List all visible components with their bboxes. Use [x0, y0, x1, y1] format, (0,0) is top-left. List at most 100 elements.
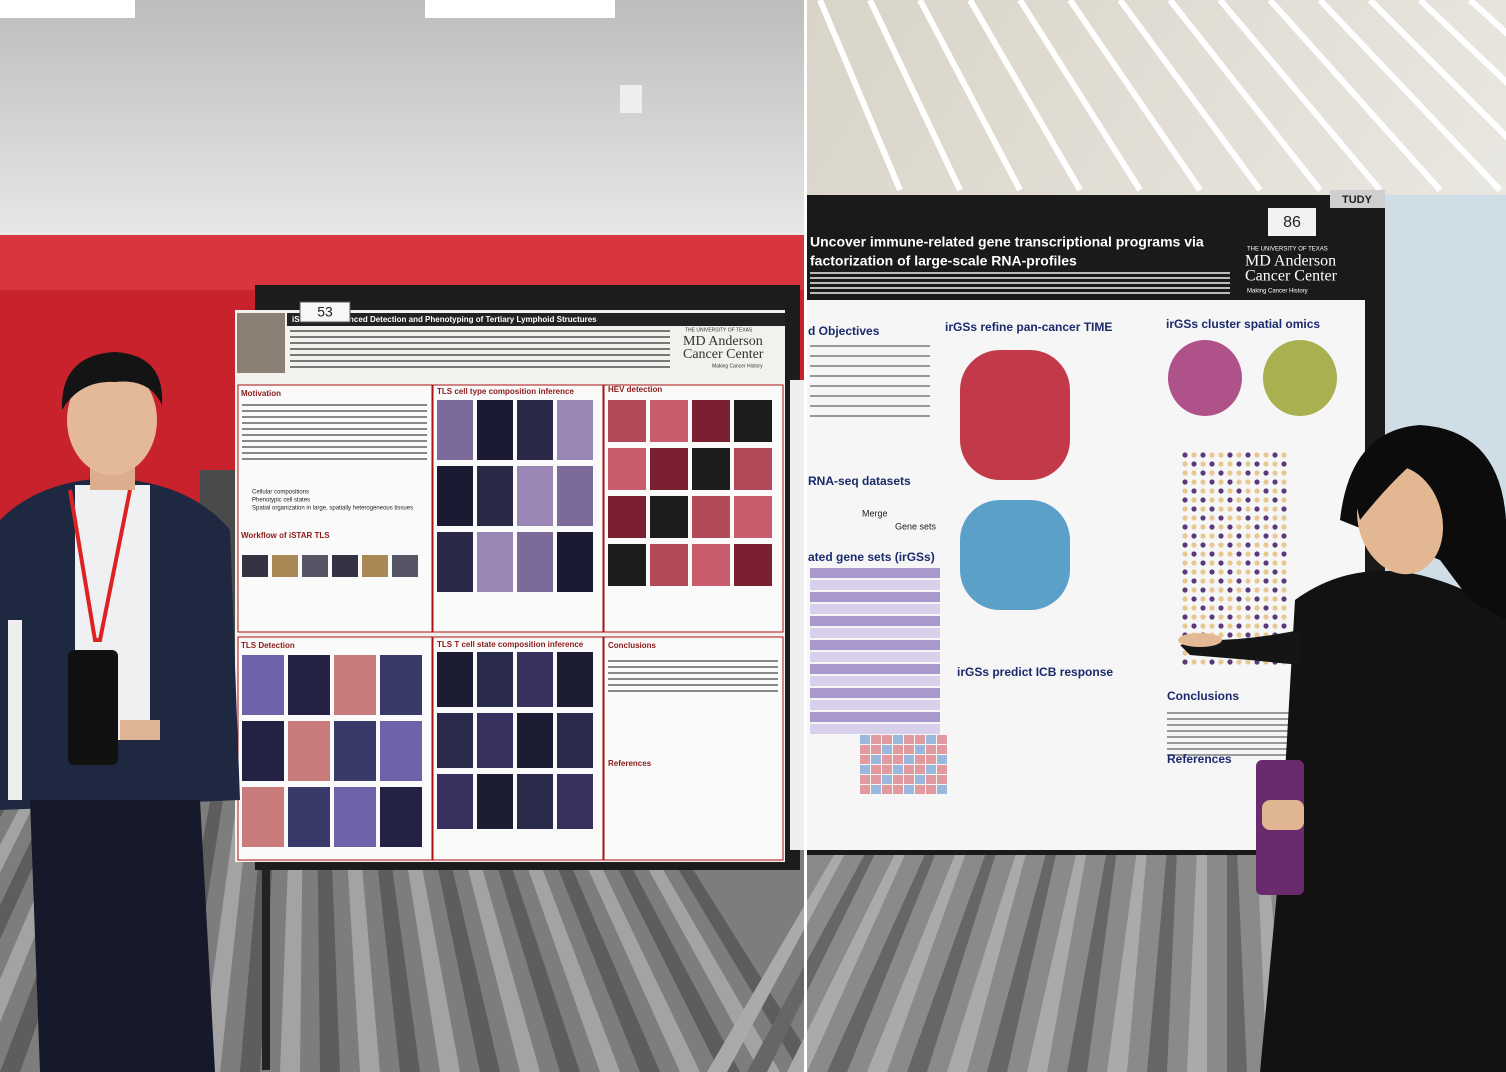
- section-heading: ated gene sets (irGSs): [808, 550, 935, 564]
- bangs: [1355, 448, 1430, 520]
- author-line: [810, 287, 1230, 289]
- heatmap-cell: [915, 785, 925, 794]
- dot: [1254, 605, 1260, 611]
- figure-tile: [692, 544, 730, 586]
- dot: [1182, 533, 1188, 539]
- wall-highlight: [0, 235, 805, 290]
- text-line: [242, 458, 427, 460]
- heatmap-cell: [882, 735, 892, 744]
- floor-stripe: [867, 850, 967, 1072]
- text-line: [810, 405, 930, 407]
- table-row: [810, 676, 940, 686]
- heatmap-cell: [882, 745, 892, 754]
- dot: [1209, 605, 1215, 611]
- section-heading: TLS T cell state composition inference: [437, 640, 584, 649]
- heatmap-cell: [893, 785, 903, 794]
- text-line: [608, 678, 778, 680]
- figure-tile: [734, 400, 772, 442]
- heatmap-cell: [860, 745, 870, 754]
- dot: [1281, 551, 1287, 557]
- dot: [1281, 587, 1287, 593]
- heatmap-cell: [860, 765, 870, 774]
- dot: [1254, 452, 1260, 458]
- logo-university: THE UNIVERSITY OF TEXAS: [685, 327, 753, 333]
- arm: [1180, 630, 1300, 665]
- dot: [1209, 470, 1215, 476]
- figure-tile: [334, 787, 376, 847]
- dot: [1218, 632, 1224, 638]
- table-row: [810, 688, 940, 698]
- dot: [1218, 623, 1224, 629]
- figure-tile: [692, 400, 730, 442]
- text-line: [242, 404, 427, 406]
- floor-stripe: [987, 850, 1057, 1072]
- text-line: [1167, 730, 1352, 732]
- dot: [1236, 560, 1242, 566]
- dot: [1272, 623, 1278, 629]
- heatmap-cell: [882, 765, 892, 774]
- text-line: [242, 410, 427, 412]
- heatmap-cell: [871, 745, 881, 754]
- logo-name: MD Anderson: [683, 334, 763, 349]
- table-row: [810, 616, 940, 626]
- hand: [120, 720, 160, 740]
- dot: [1245, 524, 1251, 530]
- dot: [1263, 461, 1269, 467]
- dot: [1272, 569, 1278, 575]
- dot: [1200, 659, 1206, 665]
- dot: [1227, 569, 1233, 575]
- figure-tile: [517, 400, 553, 460]
- dot: [1281, 506, 1287, 512]
- dot: [1254, 551, 1260, 557]
- figure-tile: [517, 532, 553, 592]
- dot: [1191, 560, 1197, 566]
- text-line: [810, 395, 930, 397]
- dot: [1281, 479, 1287, 485]
- dot: [1191, 596, 1197, 602]
- dot: [1272, 560, 1278, 566]
- dot: [1209, 587, 1215, 593]
- floor-stripe: [947, 850, 1027, 1072]
- dot: [1200, 587, 1206, 593]
- text-line: [242, 416, 427, 418]
- dot: [1218, 605, 1224, 611]
- dot: [1263, 596, 1269, 602]
- section-heading: TLS Detection: [241, 641, 295, 650]
- dot: [1218, 533, 1224, 539]
- dot: [1272, 497, 1278, 503]
- dot: [1281, 605, 1287, 611]
- dot: [1218, 659, 1224, 665]
- dot: [1200, 551, 1206, 557]
- dot: [1191, 479, 1197, 485]
- dot: [1227, 659, 1233, 665]
- heatmap-cell: [915, 775, 925, 784]
- heatmap-cell: [937, 785, 947, 794]
- heatmap-cell: [937, 765, 947, 774]
- author-line: [290, 366, 670, 368]
- dot: [1209, 614, 1215, 620]
- figure-tile: [517, 466, 553, 526]
- dot: [1191, 461, 1197, 467]
- dot: [1182, 605, 1188, 611]
- heatmap-cell: [915, 765, 925, 774]
- dot: [1281, 560, 1287, 566]
- table-row: [810, 580, 940, 590]
- table-row: [810, 712, 940, 722]
- dot: [1245, 560, 1251, 566]
- heatmap-cell: [871, 735, 881, 744]
- dot: [1263, 533, 1269, 539]
- dot: [1227, 605, 1233, 611]
- dot: [1200, 497, 1206, 503]
- figure-tile: [557, 532, 593, 592]
- dot: [1209, 452, 1215, 458]
- hand: [1262, 800, 1304, 830]
- heatmap-cell: [893, 755, 903, 764]
- left-photo: iStarTLS: Advanced Detection and Phenoty…: [0, 0, 820, 1072]
- heatmap-cell: [937, 775, 947, 784]
- dot: [1182, 470, 1188, 476]
- dot: [1218, 461, 1224, 467]
- dot: [1245, 659, 1251, 665]
- figure-tile: [557, 713, 593, 768]
- figure-tile: [608, 496, 646, 538]
